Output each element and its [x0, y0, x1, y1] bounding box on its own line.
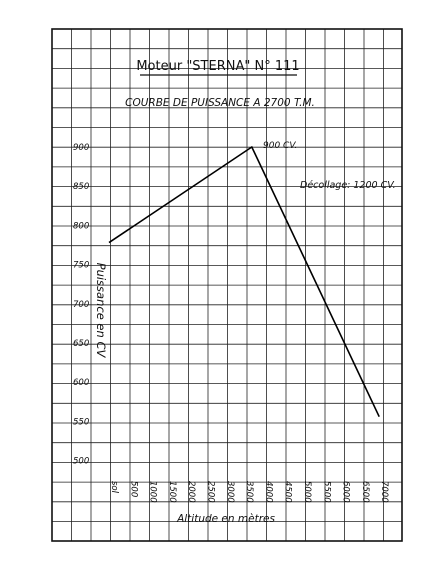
x-tick-label: 1500 [167, 481, 177, 503]
grid [52, 29, 402, 541]
chart-title: Moteur "STERNA" N° 111 [136, 59, 299, 74]
peak-annotation: 900 CV. [263, 141, 297, 151]
x-tick-label: 5000 [302, 481, 312, 503]
chart-subtitle: COURBE DE PUISSANCE A 2700 T.M. [125, 97, 315, 109]
x-tick-label: 3000 [225, 481, 235, 503]
chart-frame [51, 28, 403, 542]
x-tick-label: 1000 [148, 481, 158, 503]
series-group [108, 145, 380, 418]
y-tick-label: 600 [73, 378, 89, 388]
takeoff-annotation: Décollage: 1200 CV. [300, 180, 396, 191]
y-tick-label: 750 [73, 261, 89, 271]
x-tick-label: 3500 [244, 481, 254, 503]
y-tick-label: 650 [73, 339, 89, 349]
y-tick-labels: 900 850 800 750 700 650 600 550 500 [73, 143, 89, 467]
y-tick-label: 500 [73, 457, 89, 467]
y-axis-label: Puissance en CV [94, 263, 108, 359]
x-tick-label: 4500 [283, 481, 293, 503]
power-curve-line [108, 145, 380, 418]
x-tick-label: 4000 [263, 481, 273, 503]
x-tick-label: 2500 [206, 481, 216, 503]
x-tick-label: 2000 [186, 481, 196, 503]
x-tick-label: 6000 [341, 481, 351, 503]
x-tick-label: 500 [128, 481, 138, 497]
x-tick-label: sol [109, 481, 119, 494]
x-tick-label: 7000 [379, 481, 389, 503]
y-tick-label: 800 [73, 221, 89, 231]
x-axis-label: Altitude en mètres [176, 513, 275, 525]
y-tick-label: 900 [73, 143, 89, 153]
y-tick-label: 550 [73, 417, 89, 427]
x-tick-labels: sol 500 1000 1500 2000 2500 3000 3500 4000 4500 50… [109, 481, 389, 503]
x-tick-label: 6500 [360, 481, 370, 503]
x-tick-label: 5500 [321, 481, 331, 503]
y-tick-label: 850 [73, 182, 89, 192]
y-tick-label: 700 [73, 300, 89, 310]
